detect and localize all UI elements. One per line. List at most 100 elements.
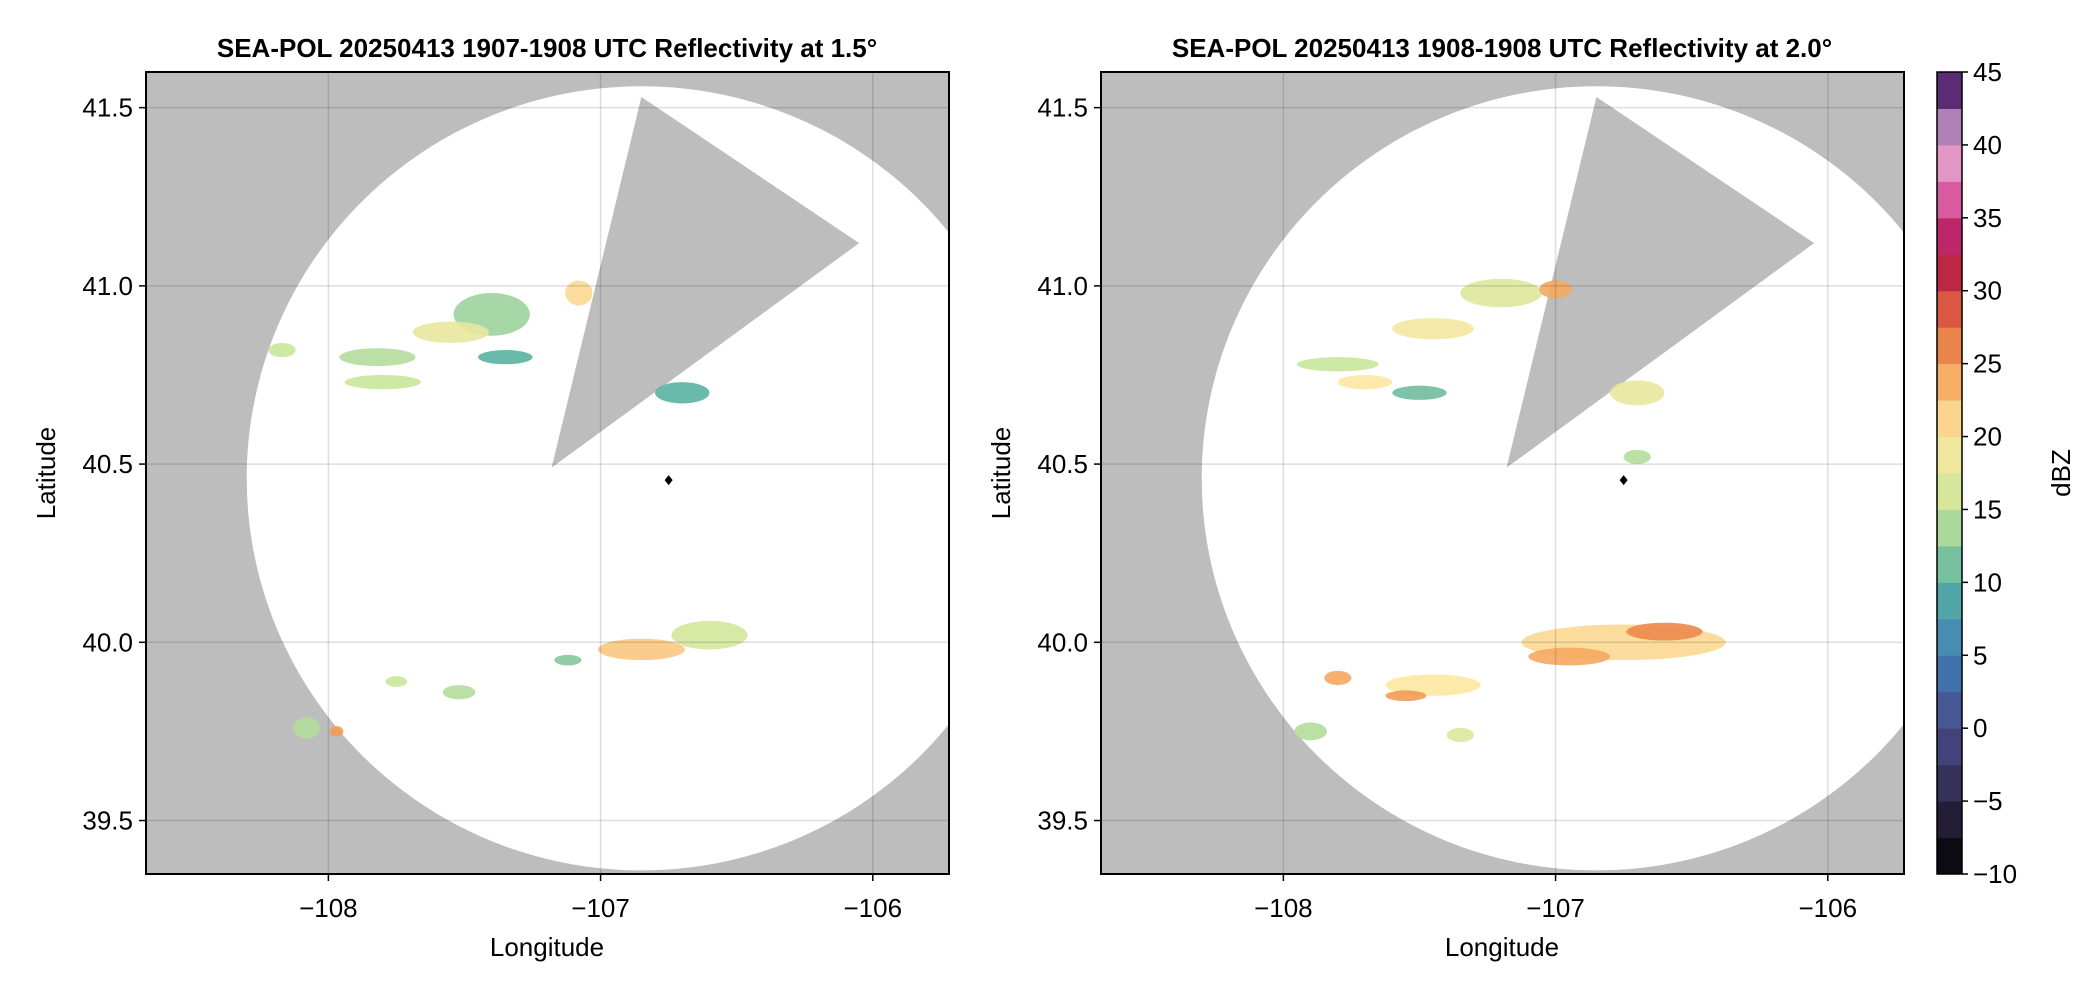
echo-cell: [1385, 690, 1427, 702]
left-radar-site-marker: [664, 475, 673, 486]
colorbar-tick-label: 5: [1973, 640, 1987, 670]
colorbar-segment: [1937, 290, 1962, 328]
colorbar-segment: [1937, 108, 1962, 146]
colorbar-segment: [1937, 217, 1962, 255]
y-tick-label: 40.5: [1037, 449, 1088, 479]
x-tick-label: −107: [1526, 893, 1585, 923]
y-tick-label: 40.0: [82, 627, 133, 657]
echo-cell: [1385, 674, 1481, 696]
echo-cell: [1610, 380, 1665, 406]
echo-cell: [1528, 647, 1611, 666]
right-blocked-sector: [1506, 96, 1815, 468]
left-blocked-sector: [551, 96, 860, 468]
left-x-axis-label: Longitude: [490, 932, 604, 962]
echo-cell: [385, 676, 408, 687]
echo-cell: [292, 717, 321, 739]
colorbar-segment: [1937, 655, 1962, 693]
echo-cell: [1294, 722, 1327, 741]
right-radar-panel: SEA-POL 20250413 1908-1908 UTC Reflectiv…: [986, 33, 1905, 962]
colorbar-segment: [1937, 545, 1962, 583]
y-tick-label: 40.0: [1037, 627, 1088, 657]
colorbar-segment: [1937, 181, 1962, 219]
colorbar-ticks: −10 −5 0 5 10 15 20 25 30 35 40 45: [1962, 57, 2017, 889]
colorbar-segment: [1937, 327, 1962, 365]
echo-cell: [554, 654, 582, 666]
left-echo-layer: [268, 280, 748, 739]
x-tick-label: −106: [1798, 893, 1857, 923]
colorbar-segment: [1937, 254, 1962, 292]
right-echo-layer: [1294, 278, 1726, 743]
echo-cell: [1460, 278, 1542, 308]
echo-cell: [1539, 280, 1572, 299]
colorbar-tick-label: 20: [1973, 422, 2002, 452]
colorbar-label: dBZ: [2046, 449, 2076, 497]
y-tick-label: 41.0: [82, 271, 133, 301]
echo-cell: [1392, 385, 1447, 400]
echo-cell: [597, 638, 685, 661]
colorbar-segment: [1937, 363, 1962, 401]
right-y-axis-label: Latitude: [986, 427, 1016, 520]
dbz-colorbar: −10 −5 0 5 10 15 20 25 30 35 40 45 dBZ: [1936, 57, 2076, 889]
right-plot-frame: [1100, 71, 1905, 875]
right-gridlines: [1101, 72, 1904, 874]
colorbar-tick-label: −10: [1973, 859, 2017, 889]
echo-cell: [565, 280, 593, 306]
colorbar-segment: [1937, 691, 1962, 729]
x-tick-label: −108: [1254, 893, 1313, 923]
colorbar-segment: [1937, 72, 1962, 109]
y-tick-label: 41.5: [82, 93, 133, 123]
colorbar-tick-label: −5: [1973, 786, 2003, 816]
colorbar-tick-label: 30: [1973, 276, 2002, 306]
echo-cell: [1446, 727, 1474, 743]
colorbar-segment: [1937, 837, 1962, 875]
left-gridlines: [146, 72, 949, 874]
colorbar-segment: [1937, 618, 1962, 656]
colorbar-segment: [1937, 582, 1962, 620]
colorbar-tick-label: 45: [1973, 57, 2002, 87]
echo-cell: [329, 726, 344, 737]
colorbar-tick-label: 40: [1973, 130, 2002, 160]
y-tick-label: 39.5: [1037, 806, 1088, 836]
colorbar-tick-label: 0: [1973, 713, 1987, 743]
echo-cell: [1324, 670, 1352, 686]
echo-cell: [442, 685, 476, 700]
right-radar-site-marker: [1619, 475, 1628, 486]
colorbar-segments: [1937, 72, 1962, 875]
y-tick-label: 41.0: [1037, 271, 1088, 301]
echo-cell: [268, 342, 296, 358]
colorbar-segment: [1937, 473, 1962, 510]
colorbar-segment: [1937, 144, 1962, 182]
colorbar-tick-label: 15: [1973, 494, 2002, 524]
colorbar-segment: [1937, 801, 1962, 839]
x-tick-label: −106: [843, 893, 902, 923]
left-axis-ticks: −108 −107 −106 39.5 40.0 40.5 41.0 41.5: [82, 93, 902, 923]
echo-cell: [1623, 449, 1651, 465]
echo-cell: [1392, 317, 1474, 340]
colorbar-segment: [1937, 436, 1962, 474]
left-plot-frame: [145, 71, 950, 875]
y-tick-label: 41.5: [1037, 93, 1088, 123]
echo-cell: [671, 620, 748, 650]
colorbar-segment: [1937, 728, 1962, 766]
y-tick-label: 39.5: [82, 806, 133, 836]
echo-cell: [1337, 374, 1393, 390]
left-y-axis-label: Latitude: [31, 427, 61, 520]
colorbar-segment: [1937, 509, 1962, 547]
left-panel-title: SEA-POL 20250413 1907-1908 UTC Reflectiv…: [217, 33, 877, 63]
x-tick-label: −107: [571, 893, 630, 923]
echo-cell: [1626, 622, 1703, 641]
echo-cell: [344, 374, 421, 390]
right-axis-ticks: −108 −107 −106 39.5 40.0 40.5 41.0 41.5: [1037, 93, 1857, 923]
echo-cell: [412, 321, 489, 343]
left-radar-panel: SEA-POL 20250413 1907-1908 UTC Reflectiv…: [31, 33, 950, 962]
right-panel-title: SEA-POL 20250413 1908-1908 UTC Reflectiv…: [1172, 33, 1832, 63]
colorbar-tick-label: 35: [1973, 203, 2002, 233]
echo-cell: [655, 382, 710, 404]
echo-cell: [478, 350, 533, 365]
y-tick-label: 40.5: [82, 449, 133, 479]
x-tick-label: −108: [299, 893, 358, 923]
colorbar-frame: [1936, 71, 1963, 875]
colorbar-tick-label: 10: [1973, 567, 2002, 597]
echo-cell: [1296, 357, 1379, 372]
